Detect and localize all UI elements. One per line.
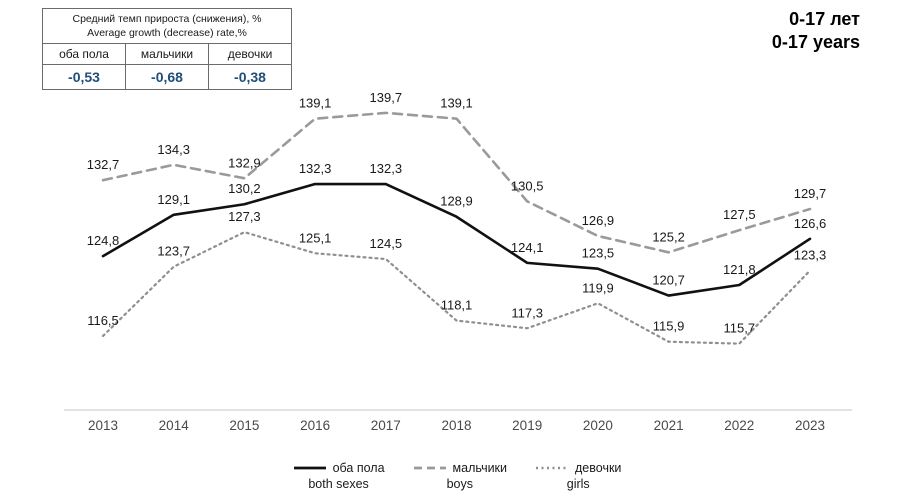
legend-label-both-sexes-ru: оба пола xyxy=(332,460,385,475)
data-label: 115,7 xyxy=(724,321,756,336)
data-label: 117,3 xyxy=(511,305,543,320)
chart-title-ru: 0-17 лет xyxy=(789,9,860,29)
data-label: 124,8 xyxy=(87,233,120,248)
data-label: 118,1 xyxy=(441,298,473,313)
x-tick-label: 2018 xyxy=(441,418,471,433)
data-label: 139,1 xyxy=(299,96,332,111)
table-value-girls: -0,38 xyxy=(208,64,292,91)
legend-label-boys-ru: мальчики xyxy=(452,460,508,475)
x-tick-label: 2023 xyxy=(795,418,825,433)
x-tick-label: 2020 xyxy=(583,418,613,433)
x-tick-label: 2021 xyxy=(654,418,684,433)
x-tick-label: 2017 xyxy=(371,418,401,433)
data-label: 132,3 xyxy=(299,161,332,176)
data-label: 129,1 xyxy=(157,192,190,207)
legend-item-boys: мальчики boys xyxy=(413,460,507,493)
legend-label-both-sexes-en: both sexes xyxy=(308,476,369,491)
x-tick-label: 2016 xyxy=(300,418,330,433)
data-label: 126,6 xyxy=(794,216,827,231)
data-label: 116,5 xyxy=(87,313,119,328)
table-header-ru: Средний темп прироста (снижения), % xyxy=(72,13,262,25)
chart-svg: 2013 2014 2015 2016 2017 2018 2019 2020 2021 2022… xyxy=(64,90,852,433)
data-label: 139,7 xyxy=(370,90,403,105)
growth-rate-table: Средний темп прироста (снижения), % Aver… xyxy=(42,7,292,91)
data-label: 130,5 xyxy=(511,178,544,193)
data-label: 119,9 xyxy=(582,280,614,295)
table-value-boys: -0,68 xyxy=(125,64,209,91)
legend-item-girls: девочки girls xyxy=(535,460,621,493)
data-label: 132,7 xyxy=(87,157,120,172)
x-tick-label: 2014 xyxy=(159,418,190,433)
table-header-en: Average growth (decrease) rate,% xyxy=(87,27,247,40)
data-label: 121,8 xyxy=(723,262,756,277)
legend-label-girls-ru: девочки xyxy=(575,460,622,475)
legend-label-girls-en: girls xyxy=(566,476,590,491)
data-label: 134,3 xyxy=(157,142,190,157)
chart-title: 0-17 лет 0-17 years xyxy=(772,8,860,55)
series-line-0 xyxy=(101,182,812,297)
table-col-girls: девочки xyxy=(208,43,292,66)
data-label: 124,1 xyxy=(511,240,544,255)
data-label: 127,5 xyxy=(723,207,756,222)
table-header-cell: Средний темп прироста (снижения), % Aver… xyxy=(42,7,292,45)
data-label: 115,9 xyxy=(653,319,685,334)
series-line-2 xyxy=(101,231,812,345)
data-label: 128,9 xyxy=(440,194,473,209)
data-label: 129,7 xyxy=(794,186,827,201)
table-value-both-sexes: -0,53 xyxy=(42,64,126,91)
legend-label-boys-en: boys xyxy=(446,476,473,491)
data-label: 123,7 xyxy=(157,244,190,259)
data-label: 123,5 xyxy=(582,246,615,261)
data-label: 124,5 xyxy=(370,236,403,251)
data-label: 125,1 xyxy=(299,230,332,245)
legend: оба пола both sexes мальчики boys девочк… xyxy=(0,460,914,493)
x-tick-label: 2019 xyxy=(512,418,542,433)
data-label: 132,3 xyxy=(370,161,403,176)
legend-sample-dotted-icon xyxy=(536,466,569,469)
x-tick-label: 2015 xyxy=(229,418,259,433)
legend-sample-dashed-icon xyxy=(413,466,446,470)
x-tick-label: 2022 xyxy=(724,418,754,433)
chart-title-en: 0-17 years xyxy=(771,32,860,53)
data-label: 125,2 xyxy=(652,229,685,244)
data-label: 139,1 xyxy=(440,96,473,111)
x-tick-label: 2013 xyxy=(88,418,118,433)
data-label: 132,9 xyxy=(228,155,261,170)
data-label: 130,2 xyxy=(228,181,261,196)
legend-item-both-sexes: оба пола both sexes xyxy=(293,460,385,493)
data-label: 120,7 xyxy=(652,273,685,288)
data-label: 123,3 xyxy=(794,248,827,263)
data-label: 127,3 xyxy=(228,209,261,224)
legend-sample-solid-icon xyxy=(293,466,326,470)
data-label: 126,9 xyxy=(582,213,615,228)
series-line-1 xyxy=(101,111,812,254)
